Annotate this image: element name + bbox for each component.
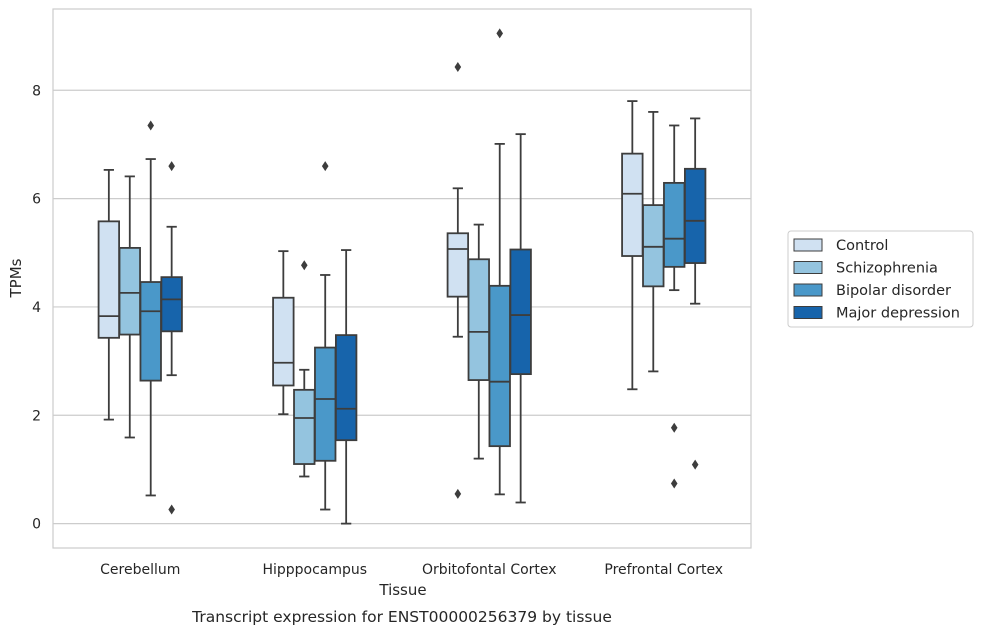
legend-label: Schizophrenia <box>836 261 938 277</box>
box-iqr <box>272 296 295 387</box>
chart-caption: Transcript expression for ENST0000025637… <box>191 608 612 626</box>
outlier-point <box>147 120 155 131</box>
box-bipolar-disorder-hipppocampus <box>314 161 337 511</box>
legend-label: Major depression <box>836 306 960 322</box>
y-axis-ticks: 0 2 4 6 8 <box>32 83 41 532</box>
box-iqr <box>334 334 358 442</box>
box-schizophrenia-orbitofontal-cortex <box>467 223 490 460</box>
box-iqr <box>621 152 644 257</box>
outlier-point <box>454 488 462 499</box>
box-control-cerebellum <box>97 168 121 421</box>
box-iqr <box>160 276 183 333</box>
plot-area-frame <box>52 8 752 549</box>
legend-frame <box>787 230 974 328</box>
box-iqr <box>683 167 707 264</box>
box-iqr <box>118 246 141 336</box>
outlier-point <box>168 504 175 515</box>
y-tick-label: 0 <box>32 517 41 533</box>
box-iqr <box>642 204 665 288</box>
outlier-point <box>168 161 175 172</box>
legend-item-control: Control <box>793 238 888 254</box>
legend-item-major-depression: Major depression <box>793 306 960 322</box>
box-schizophrenia-cerebellum <box>118 175 141 439</box>
legend-label: Control <box>836 238 888 254</box>
box-major-depression-orbitofontal-cortex <box>509 133 532 504</box>
series-bipolar-disorder <box>139 28 686 511</box>
series-major-depression <box>160 117 707 525</box>
box-control-prefrontal-cortex <box>621 100 644 391</box>
legend-swatch <box>793 261 823 274</box>
box-control-orbitofontal-cortex <box>446 61 470 499</box>
outlier-point <box>300 260 308 271</box>
y-tick-label: 8 <box>32 83 41 99</box>
box-iqr <box>139 281 162 382</box>
y-tick-label: 2 <box>32 408 41 424</box>
box-iqr <box>509 248 532 376</box>
box-major-depression-prefrontal-cortex <box>683 117 707 470</box>
legend: Control Schizophrenia Bipolar disorder Majo… <box>787 230 974 328</box>
box-bipolar-disorder-cerebellum <box>139 120 162 497</box>
box-iqr <box>663 181 686 268</box>
legend-item-bipolar-disorder: Bipolar disorder <box>793 283 951 299</box>
legend-swatch <box>793 283 823 297</box>
box-major-depression-cerebellum <box>160 161 183 515</box>
outlier-point <box>670 478 678 489</box>
outlier-point <box>454 61 462 72</box>
y-tick-label: 6 <box>32 192 41 208</box>
x-tick-label-hipppocampus: Hipppocampus <box>262 562 367 578</box>
series-schizophrenia <box>118 111 665 478</box>
box-bipolar-disorder-orbitofontal-cortex <box>488 28 511 496</box>
y-tick-label: 4 <box>32 300 41 316</box>
box-series-layer <box>97 28 707 525</box>
y-axis-label: TPMs <box>7 258 25 298</box>
box-iqr <box>293 388 316 465</box>
box-schizophrenia-hipppocampus <box>293 260 316 478</box>
box-iqr <box>314 346 337 462</box>
x-axis-ticks: Cerebellum Hipppocampus Orbitofontal Corte… <box>100 562 723 578</box>
legend-swatch <box>793 238 823 252</box>
box-control-hipppocampus <box>272 250 295 416</box>
x-axis-label: Tissue <box>378 581 426 599</box>
x-tick-label-prefrontal-cortex: Prefrontal Cortex <box>604 562 723 578</box>
box-iqr <box>446 232 470 298</box>
outlier-point <box>496 28 504 39</box>
box-iqr <box>467 258 490 381</box>
outlier-point <box>321 161 329 172</box>
legend-items: Control Schizophrenia Bipolar disorder Majo… <box>793 238 960 322</box>
outlier-point <box>691 459 699 470</box>
x-tick-label-orbitofontal-cortex: Orbitofontal Cortex <box>422 562 557 578</box>
legend-label: Bipolar disorder <box>836 283 951 299</box>
legend-item-schizophrenia: Schizophrenia <box>793 261 938 277</box>
box-bipolar-disorder-prefrontal-cortex <box>663 124 686 489</box>
legend-swatch <box>793 306 823 319</box>
x-tick-label-cerebellum: Cerebellum <box>100 562 180 578</box>
outlier-point <box>670 422 678 433</box>
box-schizophrenia-prefrontal-cortex <box>642 111 665 373</box>
box-iqr <box>97 220 121 339</box>
box-major-depression-hipppocampus <box>334 249 358 525</box>
box-iqr <box>488 284 511 448</box>
